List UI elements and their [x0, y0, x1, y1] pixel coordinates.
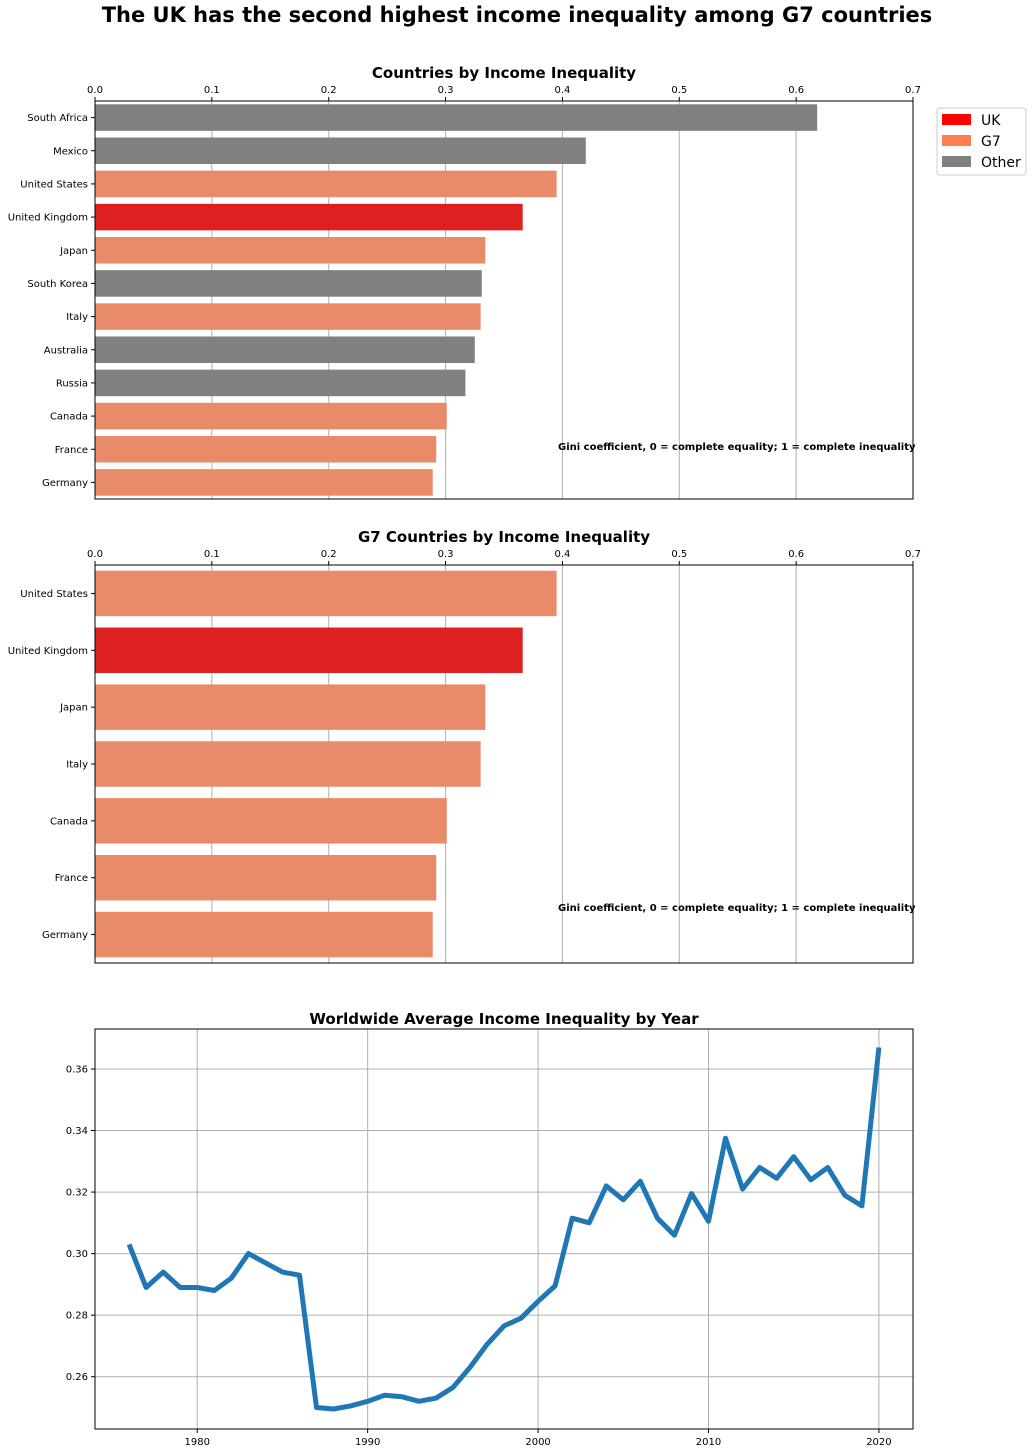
chart3-frame: [94, 1028, 914, 1430]
c2-tick-label-y: France: [55, 873, 88, 884]
chart1-title: Countries by Income Inequality: [372, 64, 636, 82]
c1-tick-label-y: Italy: [66, 312, 88, 323]
c1-tick-label-x: 0.0: [87, 85, 103, 96]
c1-tick-label-y: United States: [20, 179, 88, 190]
chart-worldwide-average-by-year: Worldwide Average Income Inequality by Y…: [66, 1010, 914, 1448]
chart3-title: Worldwide Average Income Inequality by Y…: [309, 1010, 699, 1028]
c1-bar: [95, 303, 481, 330]
c1-tick-label-y: Japan: [59, 246, 88, 257]
chart1-annotation: Gini coefficient, 0 = complete equality;…: [558, 442, 916, 453]
chart2-x-ticks: 0.0 0.1 0.2 0.3 0.4 0.5 0.6 0.7: [87, 549, 921, 565]
c1-tick-label-y: Germany: [42, 478, 88, 489]
c1-tick-label-x: 0.3: [438, 85, 454, 96]
chart-g7-by-income-inequality: G7 Countries by Income Inequality 0.0 0.1…: [8, 528, 921, 964]
chart1-x-ticks: 0.0 0.1 0.2 0.3 0.4 0.5 0.6 0.7: [87, 85, 921, 101]
c1-bar: [95, 336, 475, 364]
chart3-series-line: [126, 1047, 882, 1412]
chart2-bars: [95, 570, 557, 958]
c1-tick-label-y: Mexico: [53, 146, 88, 157]
c3-tick-label-y: 0.28: [66, 1311, 88, 1322]
c2-bar: [95, 854, 437, 901]
c1-tick-label-x: 0.2: [321, 85, 337, 96]
c2-tick-label-x: 0.0: [87, 549, 103, 560]
chart3-gridlines: [95, 1029, 913, 1429]
c2-bar: [95, 911, 433, 958]
c2-bar: [95, 570, 557, 617]
c1-tick-label-y: United Kingdom: [8, 213, 88, 224]
c2-tick-label-x: 0.1: [204, 549, 220, 560]
c1-tick-label-x: 0.5: [671, 85, 687, 96]
chart-countries-by-income-inequality: Countries by Income Inequality 0.0 0.1 0.2…: [8, 64, 1027, 500]
c2-bar: [95, 741, 481, 787]
c2-tick-label-x: 0.6: [788, 549, 804, 560]
chart2-annotation: Gini coefficient, 0 = complete equality;…: [558, 903, 916, 914]
c1-tick-label-x: 0.1: [204, 85, 220, 96]
chart3-x-ticks: 1980 1990 2000 2010 2020: [185, 1429, 892, 1448]
c2-tick-label-x: 0.4: [554, 549, 570, 560]
c2-tick-label-y: Germany: [42, 930, 88, 941]
legend-swatch-uk: [942, 114, 971, 125]
c2-tick-label-y: United Kingdom: [8, 646, 88, 657]
c3-tick-label-x: 1980: [185, 1437, 210, 1448]
c3-tick-label-y: 0.34: [66, 1126, 88, 1137]
c2-tick-label-y: United States: [20, 589, 88, 600]
chart2-title: G7 Countries by Income Inequality: [358, 528, 650, 546]
figure-title: The UK has the second highest income ine…: [101, 3, 933, 27]
c3-tick-label-y: 0.26: [66, 1372, 88, 1383]
legend-label-uk: UK: [981, 113, 1001, 129]
c1-bar: [95, 104, 818, 131]
c3-tick-label-x: 2000: [525, 1437, 550, 1448]
c2-bar: [95, 798, 447, 844]
c1-tick-label-x: 0.6: [788, 85, 804, 96]
c1-tick-label-y: Russia: [56, 378, 88, 389]
chart1-frame: [94, 100, 914, 500]
chart2-frame: [94, 564, 914, 964]
c1-tick-label-y: Canada: [50, 412, 88, 423]
chart3-y-ticks: 0.26 0.28 0.30 0.32 0.34 0.36: [66, 1065, 95, 1383]
c1-bar: [95, 369, 466, 397]
c3-tick-label-x: 1990: [355, 1437, 380, 1448]
c3-tick-label-y: 0.32: [66, 1188, 88, 1199]
c1-bar: [95, 236, 486, 264]
c1-bar: [95, 170, 557, 198]
c1-tick-label-x: 0.4: [554, 85, 570, 96]
c2-tick-label-y: Italy: [66, 760, 88, 771]
c1-bar: [95, 469, 433, 496]
c1-tick-label-y: Australia: [44, 345, 88, 356]
c1-bar: [95, 402, 447, 430]
c2-tick-label-x: 0.2: [321, 549, 337, 560]
c2-tick-label-x: 0.5: [671, 549, 687, 560]
c1-bar: [95, 270, 482, 297]
c3-tick-label-y: 0.30: [66, 1249, 88, 1260]
legend-swatch-other: [942, 156, 971, 167]
chart1-legend: UK G7 Other: [936, 107, 1027, 176]
c1-tick-label-y: South Africa: [27, 113, 88, 124]
c2-tick-label-y: Canada: [50, 816, 88, 827]
c1-tick-label-x: 0.7: [905, 85, 921, 96]
c1-bar: [95, 137, 586, 165]
c3-tick-label-x: 2020: [866, 1437, 891, 1448]
c1-bar: [95, 203, 523, 231]
c1-bar: [95, 435, 437, 463]
chart2-y-ticks: United States United Kingdom Japan Italy Can…: [8, 589, 95, 941]
c2-tick-label-x: 0.7: [905, 549, 921, 560]
c1-tick-label-y: South Korea: [27, 279, 88, 290]
c1-tick-label-y: France: [55, 445, 88, 456]
c2-bar: [95, 627, 523, 674]
c2-tick-label-x: 0.3: [438, 549, 454, 560]
legend-swatch-g7: [942, 135, 971, 146]
c3-tick-label-y: 0.36: [66, 1065, 88, 1076]
c2-tick-label-y: Japan: [59, 703, 88, 714]
c2-bar: [95, 684, 486, 730]
chart1-y-ticks: South Africa Mexico United States United Ki…: [8, 113, 95, 489]
legend-label-g7: G7: [981, 134, 1001, 150]
c3-tick-label-x: 2010: [696, 1437, 721, 1448]
legend-label-other: Other: [981, 155, 1021, 171]
chart1-bars: [95, 104, 818, 496]
